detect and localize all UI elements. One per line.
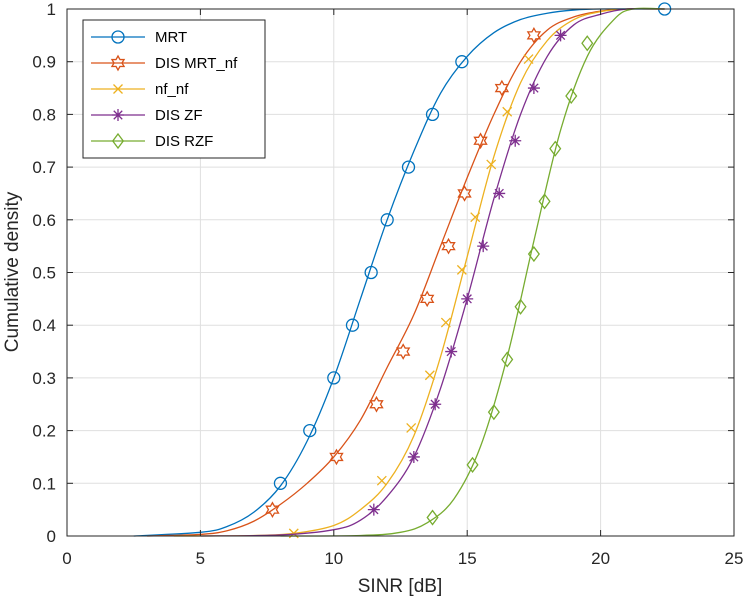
y-axis-label: Cumulative density <box>2 191 23 352</box>
data-point-marker <box>445 345 458 358</box>
legend-item: DIS MRT_nf <box>91 54 238 72</box>
data-point-marker <box>455 55 469 69</box>
legend-marker <box>113 84 123 94</box>
data-point-marker <box>345 318 360 332</box>
data-point-marker <box>401 160 416 174</box>
data-point-marker <box>501 351 514 368</box>
data-point-marker <box>265 501 280 518</box>
series-nf-nf <box>173 8 665 539</box>
data-point-marker <box>470 212 481 223</box>
y-tick-label: 1 <box>47 0 56 19</box>
data-point-marker <box>549 140 562 157</box>
data-point-marker <box>523 54 534 65</box>
y-tick-label: 0.3 <box>32 369 56 388</box>
legend-marker <box>111 132 125 150</box>
data-point-marker <box>502 106 513 117</box>
series-line <box>280 7 665 537</box>
data-point-marker <box>426 509 439 526</box>
data-point-marker <box>486 159 497 170</box>
series-layer <box>133 2 672 539</box>
legend: MRT DIS MRT_nf nf_nf DIS ZF DIS RZF <box>82 19 266 159</box>
data-point-marker <box>376 475 387 486</box>
x-axis-label: SINR [dB] <box>358 576 442 597</box>
data-point-marker <box>327 371 341 385</box>
y-tick-label: 0.4 <box>32 316 56 335</box>
data-point-marker <box>527 82 540 95</box>
data-point-marker <box>565 87 578 105</box>
y-tick-label: 0.8 <box>32 105 56 124</box>
data-point-marker <box>473 132 488 150</box>
legend-label: DIS MRT_nf <box>155 55 238 72</box>
y-tick-label: 0.2 <box>32 422 56 441</box>
data-point-marker <box>494 79 510 97</box>
data-point-marker <box>554 29 567 42</box>
data-point-marker <box>303 423 317 438</box>
data-point-marker <box>424 370 435 381</box>
grid <box>67 9 734 536</box>
x-tick-label: 25 <box>725 549 744 568</box>
data-point-marker <box>440 317 451 328</box>
data-point-marker <box>581 35 594 52</box>
y-tick-label: 0.5 <box>32 264 56 283</box>
x-tick-label: 5 <box>196 549 205 568</box>
data-point-marker <box>380 213 394 227</box>
legend-marker <box>110 54 126 72</box>
data-point-marker <box>538 193 551 210</box>
ticks: 0 5 10 15 20 25 0 0.1 0.2 0.3 0.4 0.5 0.6 0.7 0.8 0.9 1 <box>32 0 743 568</box>
data-point-marker <box>419 290 435 308</box>
data-point-marker <box>461 292 474 305</box>
data-point-marker <box>329 448 344 466</box>
series-mrt <box>133 2 672 537</box>
data-point-marker <box>477 240 490 253</box>
data-point-marker <box>367 503 380 516</box>
data-point-marker <box>466 456 479 473</box>
data-point-marker <box>509 134 522 147</box>
data-point-marker <box>407 450 420 463</box>
series-line <box>173 8 665 537</box>
data-point-marker <box>273 476 288 490</box>
legend-item: DIS ZF <box>91 107 203 124</box>
data-point-marker <box>493 187 506 200</box>
data-point-marker <box>457 185 472 202</box>
data-point-marker <box>395 343 411 360</box>
legend-label: DIS RZF <box>155 133 213 150</box>
x-tick-label: 0 <box>62 549 71 568</box>
y-tick-label: 0.6 <box>32 211 56 230</box>
legend-marker <box>112 109 124 121</box>
data-point-marker <box>526 27 542 44</box>
series-line <box>147 8 665 537</box>
x-tick-label: 15 <box>458 549 477 568</box>
legend-label: MRT <box>155 29 187 46</box>
series-line <box>133 8 665 537</box>
legend-item: MRT <box>91 29 187 46</box>
data-point-marker <box>527 245 540 263</box>
legend-label: DIS ZF <box>155 107 203 124</box>
legend-item: nf_nf <box>91 81 189 98</box>
series-dis-rzf <box>280 7 665 537</box>
y-tick-label: 0.1 <box>32 474 56 493</box>
data-point-marker <box>369 395 384 413</box>
data-point-marker <box>425 107 440 122</box>
x-tick-label: 20 <box>591 549 610 568</box>
data-point-marker <box>514 298 527 315</box>
y-tick-label: 0 <box>47 527 56 546</box>
data-point-marker <box>487 404 500 421</box>
data-point-marker <box>456 264 467 275</box>
legend-label: nf_nf <box>155 81 189 98</box>
x-tick-label: 10 <box>324 549 343 568</box>
series-dis-zf <box>200 7 665 537</box>
data-point-marker <box>406 423 417 433</box>
legend-marker <box>111 30 125 44</box>
data-point-marker <box>429 398 442 411</box>
legend-item: DIS RZF <box>91 132 213 150</box>
data-point-marker <box>441 237 456 255</box>
series-dis-mrt-nf <box>147 8 665 537</box>
data-point-marker <box>364 265 378 280</box>
y-tick-label: 0.9 <box>32 53 56 72</box>
y-tick-label: 0.7 <box>32 158 56 177</box>
